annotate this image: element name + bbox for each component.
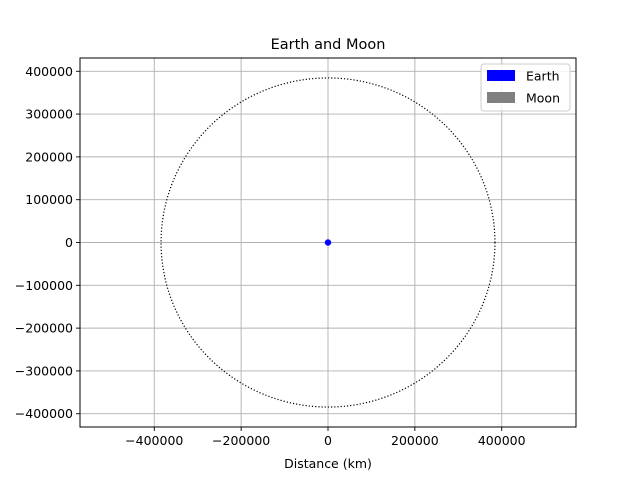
y-tick-label: −100000: [15, 278, 73, 293]
y-tick-label: −400000: [15, 406, 73, 421]
chart-title: Earth and Moon: [271, 37, 386, 53]
earth-marker: [324, 239, 332, 246]
y-tick-label: −300000: [15, 363, 73, 378]
x-tick-label: 0: [324, 433, 332, 448]
y-tick-label: −200000: [15, 321, 73, 336]
legend-swatch-earth: [487, 70, 515, 81]
x-tick-label: 400000: [478, 433, 526, 448]
legend-swatch-moon: [487, 92, 515, 103]
legend: Earth Moon: [480, 63, 571, 112]
y-tick-label: 400000: [25, 64, 73, 79]
legend-label-moon: Moon: [526, 91, 560, 106]
x-tick-label: −400000: [125, 433, 183, 448]
y-tick-label: 0: [65, 235, 73, 250]
x-tick-label: −200000: [212, 433, 270, 448]
y-tick-label: 200000: [25, 149, 73, 164]
y-tick-label: 300000: [25, 107, 73, 122]
legend-label-earth: Earth: [526, 69, 560, 84]
x-tick-label: 200000: [391, 433, 439, 448]
y-tick-label: 100000: [25, 192, 73, 207]
moon-orbit: [160, 77, 496, 408]
x-axis-label: Distance (km): [284, 456, 372, 471]
